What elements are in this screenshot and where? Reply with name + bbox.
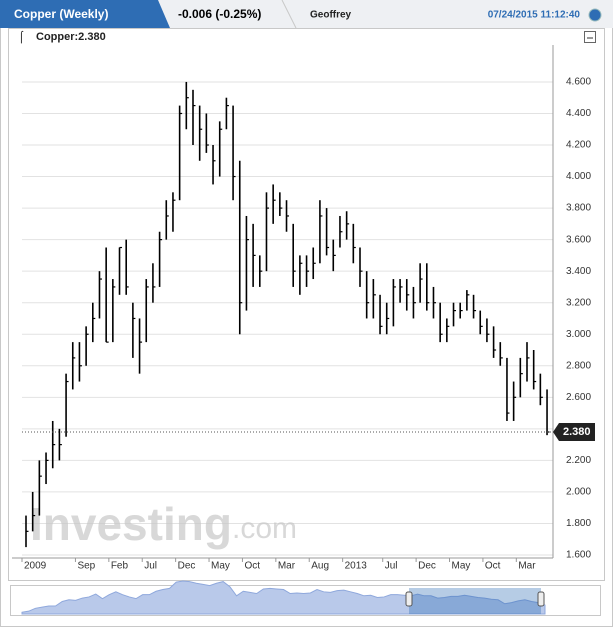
y-tick-label: 2.000 (566, 487, 591, 498)
x-tick-label: May (452, 561, 471, 572)
y-tick-label: 1.600 (566, 550, 591, 561)
last-price-label: 2.380 (563, 426, 591, 438)
y-tick-label: 2.600 (566, 392, 591, 403)
x-tick-label: 2009 (24, 561, 47, 572)
x-tick-label: Aug (311, 561, 329, 572)
y-tick-label: 1.800 (566, 518, 591, 529)
watermark: Investing .com (30, 498, 297, 550)
x-tick-label: Jul (144, 561, 157, 572)
x-tick-label: Jul (385, 561, 398, 572)
x-tick-label: May (211, 561, 230, 572)
y-tick-label: 2.200 (566, 455, 591, 466)
y-tick-label: 4.600 (566, 77, 591, 88)
ohlc-icon: ⌠ (18, 31, 25, 44)
y-tick-label: 3.000 (566, 329, 591, 340)
watermark-suffix: .com (232, 512, 297, 545)
y-tick-label: 2.800 (566, 360, 591, 371)
timestamp: 07/24/2015 11:12:40 (488, 10, 581, 21)
navigator-handle[interactable] (405, 591, 413, 607)
y-tick-label: 4.200 (566, 140, 591, 151)
x-tick-label: Oct (485, 561, 501, 572)
last-price-box (553, 423, 595, 442)
y-tick-label: 4.400 (566, 108, 591, 119)
x-tick-label: Sep (77, 561, 95, 572)
y-tick-label: 4.000 (566, 171, 591, 182)
y-tick-label: 3.200 (566, 297, 591, 308)
y-tick-label: 3.800 (566, 203, 591, 214)
x-tick-label: Dec (178, 561, 196, 572)
legend-label: Copper:2.380 (36, 31, 106, 43)
x-tick-label: Mar (518, 561, 536, 572)
x-tick-label: Mar (278, 561, 296, 572)
x-tick-label: 2013 (345, 561, 368, 572)
y-tick-label: 3.400 (566, 266, 591, 277)
price-change: -0.006 (-0.25%) (178, 7, 261, 21)
navigator-handle[interactable] (537, 591, 545, 607)
title-tab (0, 0, 170, 28)
y-tick-label: 3.600 (566, 234, 591, 245)
plot-frame (8, 28, 605, 581)
chart-title: Copper (Weekly) (14, 7, 108, 21)
divider (281, 0, 297, 29)
user-name: Geoffrey (310, 10, 352, 21)
navigator-area (21, 580, 546, 615)
navigator-window (409, 588, 541, 614)
watermark-main: Investing (30, 498, 232, 550)
collapse-button[interactable] (584, 31, 596, 43)
status-icon[interactable] (588, 8, 602, 22)
x-tick-label: Feb (111, 561, 129, 572)
x-tick-label: Oct (244, 561, 260, 572)
x-tick-label: Dec (418, 561, 436, 572)
